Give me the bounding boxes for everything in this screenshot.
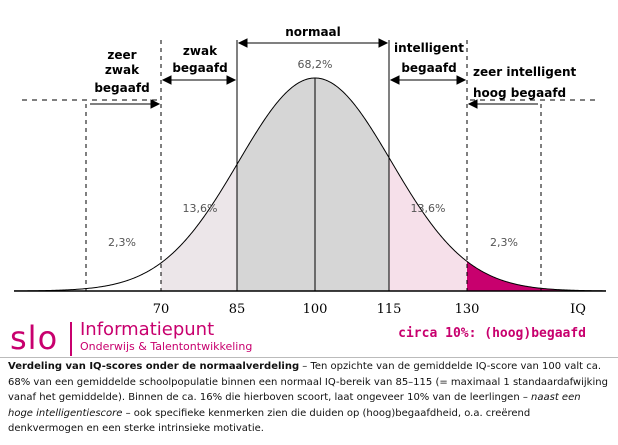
logo-divider [70,322,72,356]
tick-115: 115 [377,302,402,317]
arrow-hoog-begaafd [467,99,538,109]
label-zwak-line2: begaafd [172,61,227,75]
pct-left-tail: 2,3% [108,236,136,249]
region-normaal-fill [237,78,389,291]
tick-100: 100 [303,302,328,317]
divider-line [0,357,618,358]
pct-left-mid: 13,6% [183,202,218,215]
axis-label-iq: IQ [570,302,586,317]
arrow-intelligent-begaafd [389,75,467,85]
label-zeer-intelligent-line1: zeer intelligent [473,65,577,79]
slo-logo: slo [10,319,59,357]
brand-area: slo Informatiepunt Onderwijs & Talentont… [0,318,618,358]
tick-130: 130 [455,302,480,317]
tick-70: 70 [153,302,170,317]
label-intelligent-line2: begaafd [401,61,456,75]
normal-curve [13,77,607,292]
iq-distribution-diagram: normaal zeer zwak begaafd zwak begaafd i… [13,25,607,317]
label-zeer-zwak-line3: begaafd [94,81,149,95]
pct-right-mid: 13,6% [411,202,446,215]
arrow-normaal [237,38,389,48]
caption-lead: Verdeling van IQ-scores onder de normaal… [8,361,300,372]
gifted-note: circa 10%: (hoog)begaafd [398,326,586,341]
caption-part1: – Ten opzichte van de gemiddelde IQ-scor… [8,361,608,403]
pct-center: 68,2% [298,58,333,71]
label-zeer-intelligent-line2: hoog begaafd [473,86,566,100]
caption-emphasis: naast een hoge intelligentiescore [8,392,581,419]
caption-part2: – ook specifieke kenmerken zien die duid… [8,407,531,435]
label-normaal: normaal [285,25,341,39]
label-zwak-line1: zwak [183,44,218,58]
arrow-zeer-zwak-begaafd [90,99,161,109]
label-zeer-zwak-line1: zeer [107,48,136,62]
region-hoog-begaafd-fill [467,261,606,291]
caption: Verdeling van IQ-scores onder de normaal… [8,359,608,437]
label-intelligent-line1: intelligent [394,41,464,55]
pct-right-tail: 2,3% [490,236,518,249]
brand-subtitle: Onderwijs & Talentontwikkeling [80,340,253,353]
brand-title: Informatiepunt [80,319,215,340]
arrow-zwak-begaafd [161,75,237,85]
label-zeer-zwak-line2: zwak [105,63,140,77]
tick-85: 85 [229,302,246,317]
